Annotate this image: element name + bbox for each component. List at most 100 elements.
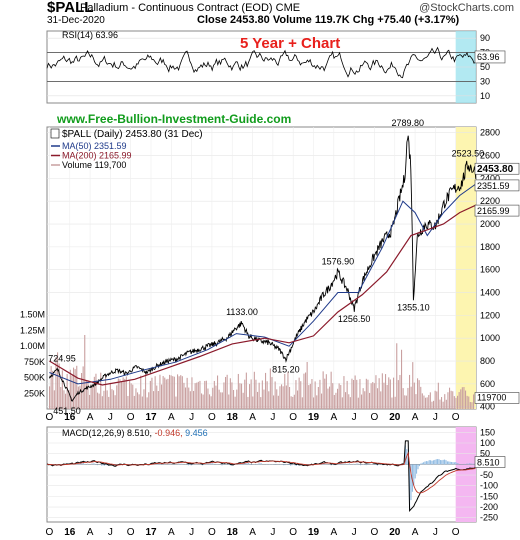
volume-bar bbox=[402, 388, 404, 409]
x-axis-tick-label: 20 bbox=[389, 412, 401, 423]
macd-x-axis-tick-label: 17 bbox=[145, 527, 157, 538]
volume-bar bbox=[373, 383, 375, 409]
volume-bar bbox=[116, 385, 118, 409]
rsi-value-tag bbox=[474, 50, 506, 64]
volume-bar bbox=[445, 399, 447, 409]
volume-bar bbox=[308, 385, 310, 409]
volume-bar bbox=[210, 396, 212, 409]
macd-x-axis-tick-label: 20 bbox=[389, 527, 401, 538]
macd-value-label: 8.510 bbox=[477, 458, 500, 468]
volume-bar bbox=[415, 394, 417, 409]
volume-bar bbox=[205, 380, 207, 409]
volume-bar bbox=[260, 397, 262, 409]
macd-x-axis-tick-label: J bbox=[270, 527, 275, 538]
volume-bar bbox=[129, 380, 131, 409]
ma50-line bbox=[49, 183, 477, 385]
volume-bar bbox=[364, 391, 366, 409]
volume-bar bbox=[117, 378, 119, 409]
volume-bar bbox=[468, 396, 470, 409]
volume-bar bbox=[287, 371, 289, 409]
macd-x-axis-tick-label: O bbox=[289, 527, 297, 538]
volume-bar bbox=[365, 378, 367, 409]
close-value: 2453.80 bbox=[230, 14, 270, 26]
volume-bar bbox=[401, 349, 403, 409]
price-annotation: 1256.50 bbox=[338, 314, 371, 324]
volume-bar bbox=[127, 395, 129, 409]
volume-tick-label: 250K bbox=[24, 388, 45, 398]
volume-bar bbox=[237, 373, 239, 409]
x-axis-tick-label: O bbox=[371, 412, 379, 423]
macd-x-axis-tick-label: A bbox=[249, 527, 256, 538]
price-value-label: 2453.80 bbox=[477, 164, 514, 175]
volume-bar bbox=[61, 370, 63, 409]
instrument-name: Palladium - Continuous Contract (EOD) CM… bbox=[80, 2, 300, 14]
volume-bar bbox=[274, 381, 276, 409]
macd-title: MACD(12,26,9) 8.510, -0.946, 9.456 bbox=[62, 428, 208, 438]
macd-x-axis-tick-label: A bbox=[330, 527, 337, 538]
volume-bar bbox=[133, 395, 135, 409]
macd-tick-label: 100 bbox=[480, 438, 495, 448]
volume-bar bbox=[188, 387, 190, 409]
volume-bar bbox=[437, 382, 439, 409]
price-tick-label: 400 bbox=[480, 402, 495, 412]
volume-bar bbox=[281, 384, 283, 409]
price-title: $PALL (Daily) 2453.80 (31 Dec) bbox=[62, 129, 203, 140]
x-axis-tick-label: J bbox=[189, 412, 194, 423]
volume-bar bbox=[465, 390, 467, 409]
volume-bar bbox=[391, 397, 393, 409]
volume-bar bbox=[146, 397, 148, 409]
volume-bar bbox=[122, 377, 124, 409]
volume-bar bbox=[329, 386, 331, 409]
price-value-tag bbox=[474, 162, 520, 175]
volume-bar bbox=[85, 380, 87, 409]
volume-bar bbox=[138, 394, 140, 409]
volume-bar bbox=[409, 374, 411, 409]
volume-bar bbox=[378, 378, 380, 409]
x-axis-tick-label: O bbox=[289, 412, 297, 423]
volume-value: 119.7K bbox=[314, 14, 350, 26]
volume-bar bbox=[239, 383, 241, 409]
volume-bar bbox=[265, 372, 267, 409]
price-tick-label: 2800 bbox=[480, 128, 500, 138]
macd-x-axis-tick-label: A bbox=[168, 527, 175, 538]
volume-bar bbox=[50, 366, 52, 409]
rsi-tick-label: 90 bbox=[480, 33, 490, 43]
legend-label: Volume 119,700 bbox=[62, 160, 126, 170]
volume-bar bbox=[52, 370, 54, 409]
volume-bar bbox=[410, 386, 412, 409]
volume-bar bbox=[183, 382, 185, 409]
volume-bar bbox=[98, 393, 100, 409]
x-axis-tick-label: 16 bbox=[64, 412, 76, 423]
rsi-overlay-title: 5 Year + Chart bbox=[240, 35, 340, 52]
close-label: Close bbox=[197, 14, 227, 26]
quote-summary: Close 2453.80 Volume 119.7K Chg +75.40 (… bbox=[197, 14, 459, 26]
volume-bar bbox=[345, 392, 347, 409]
price-annotation: 1355.10 bbox=[397, 303, 430, 313]
price-legend-swatch bbox=[50, 128, 60, 139]
volume-bar bbox=[106, 390, 108, 409]
volume-bar bbox=[457, 395, 459, 409]
volume-bar bbox=[79, 385, 81, 409]
price-tick-label: 1800 bbox=[480, 242, 500, 252]
volume-bar bbox=[335, 392, 337, 409]
volume-bar bbox=[255, 379, 257, 409]
volume-bar bbox=[377, 388, 379, 409]
volume-bar bbox=[63, 390, 65, 409]
volume-bar bbox=[76, 365, 78, 409]
price-tick-label: 2000 bbox=[480, 219, 500, 229]
macd-x-axis-tick-label: O bbox=[127, 527, 135, 538]
volume-bar bbox=[244, 379, 246, 409]
volume-bar bbox=[105, 374, 107, 409]
volume-bar bbox=[242, 392, 244, 409]
volume-bar bbox=[266, 381, 268, 409]
macd-x-axis-tick-label: J bbox=[433, 527, 438, 538]
x-axis-tick-label: 19 bbox=[308, 412, 320, 423]
volume-bar bbox=[207, 388, 209, 409]
volume-bar bbox=[461, 387, 463, 409]
volume-bar bbox=[370, 383, 372, 409]
volume-bar bbox=[95, 373, 97, 409]
volume-bar bbox=[172, 376, 174, 409]
volume-bar bbox=[394, 396, 396, 409]
rsi-tick-label: 50 bbox=[480, 62, 490, 72]
volume-bar bbox=[301, 397, 303, 409]
